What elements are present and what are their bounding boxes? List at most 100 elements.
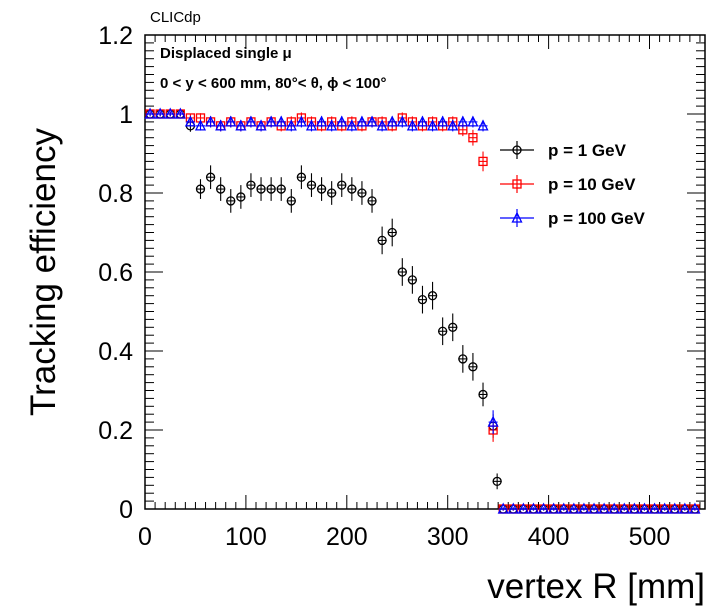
data-point [366, 115, 378, 127]
x-tick-label: 500 [629, 523, 671, 551]
y-tick-label: 0.2 [98, 417, 133, 445]
data-point [438, 326, 448, 336]
legend-marker [511, 211, 523, 223]
data-point [578, 502, 590, 514]
data-point [216, 184, 226, 194]
y-tick-label: 0.6 [98, 259, 133, 287]
data-point [386, 115, 398, 127]
data-point [598, 502, 610, 514]
data-point [174, 107, 186, 119]
data-point [316, 115, 328, 127]
data-point [326, 119, 338, 131]
data-point [357, 188, 367, 198]
data-point [427, 119, 439, 131]
data-point [367, 196, 377, 206]
data-point [346, 119, 358, 131]
data-point [468, 362, 478, 372]
data-point [376, 119, 388, 131]
legend-marker [512, 145, 522, 155]
data-point [265, 115, 277, 127]
data-point [205, 115, 217, 127]
data-point [679, 502, 691, 514]
data-point [458, 354, 468, 364]
data-point [468, 133, 478, 143]
data-point [184, 115, 196, 127]
data-point [275, 115, 287, 127]
data-point [478, 156, 488, 167]
legend: p = 1 GeV p = 10 GeV p = 100 GeV [500, 141, 646, 228]
axis-ticks: 0 100 200 300 400 500 0 0.2 0.4 0.6 0.8 1 1.2 [98, 22, 705, 551]
data-point [316, 184, 327, 194]
data-point [406, 119, 418, 131]
data-point [245, 115, 257, 127]
x-tick-label: 100 [225, 523, 267, 551]
data-point [467, 115, 479, 127]
data-point [659, 502, 671, 514]
x-axis-title: vertex R [mm] [487, 567, 705, 606]
y-tick-label: 1.2 [98, 22, 133, 50]
data-point [689, 502, 701, 514]
data-point [327, 188, 337, 198]
annotation-particle: Displaced single μ [160, 45, 292, 62]
data-point [336, 115, 348, 127]
legend-label: p = 10 GeV [548, 175, 636, 194]
data-point [628, 502, 640, 514]
y-axis-title: Tracking efficiency [24, 128, 63, 416]
data-point [305, 119, 318, 131]
data-point [164, 107, 176, 119]
data-point [618, 502, 630, 514]
data-point [427, 291, 438, 301]
data-point [417, 294, 428, 305]
data-point [285, 119, 297, 131]
data-point [306, 180, 317, 190]
legend-label: p = 1 GeV [548, 141, 627, 160]
legend-marker [512, 179, 522, 189]
y-tick-label: 0.8 [98, 180, 133, 208]
data-point [337, 180, 347, 190]
data-point [568, 502, 580, 514]
data-point [638, 502, 651, 514]
data-point [448, 322, 458, 332]
data-point [447, 119, 459, 131]
legend-item: p = 10 GeV [500, 175, 636, 194]
x-tick-label: 200 [326, 523, 368, 551]
data-point [477, 119, 489, 131]
data-point [235, 119, 247, 131]
data-point [194, 119, 207, 131]
data-point [497, 502, 509, 514]
data-point [226, 196, 236, 206]
data-point [648, 502, 661, 514]
data-point [255, 119, 267, 131]
data-point [256, 184, 266, 194]
data-point [478, 389, 488, 400]
legend-item: p = 1 GeV [500, 141, 627, 160]
x-tick-label: 0 [138, 523, 152, 551]
data-point [347, 184, 357, 194]
data-point [407, 275, 418, 285]
data-point [492, 476, 502, 487]
data-points [144, 107, 701, 514]
data-point [205, 172, 216, 182]
data-point [548, 502, 560, 514]
data-point [377, 235, 387, 246]
data-point [669, 502, 681, 514]
data-point [246, 180, 256, 190]
plot-frame [144, 34, 706, 510]
data-point [558, 502, 570, 514]
legend-item: p = 100 GeV [500, 209, 646, 228]
x-tick-label: 400 [528, 523, 570, 551]
data-point [144, 107, 156, 119]
data-point [588, 502, 600, 514]
y-tick-label: 0.4 [98, 338, 133, 366]
x-tick-label: 300 [427, 523, 469, 551]
series-1 [145, 109, 700, 514]
data-point [396, 115, 408, 127]
data-point [236, 192, 246, 202]
data-point [527, 502, 540, 514]
data-point [507, 502, 519, 514]
data-point [286, 196, 296, 206]
data-point [154, 107, 166, 119]
annotation-selection: 0 < y < 600 mm, 80°< θ, ϕ < 100° [160, 75, 387, 92]
data-point [225, 115, 237, 127]
